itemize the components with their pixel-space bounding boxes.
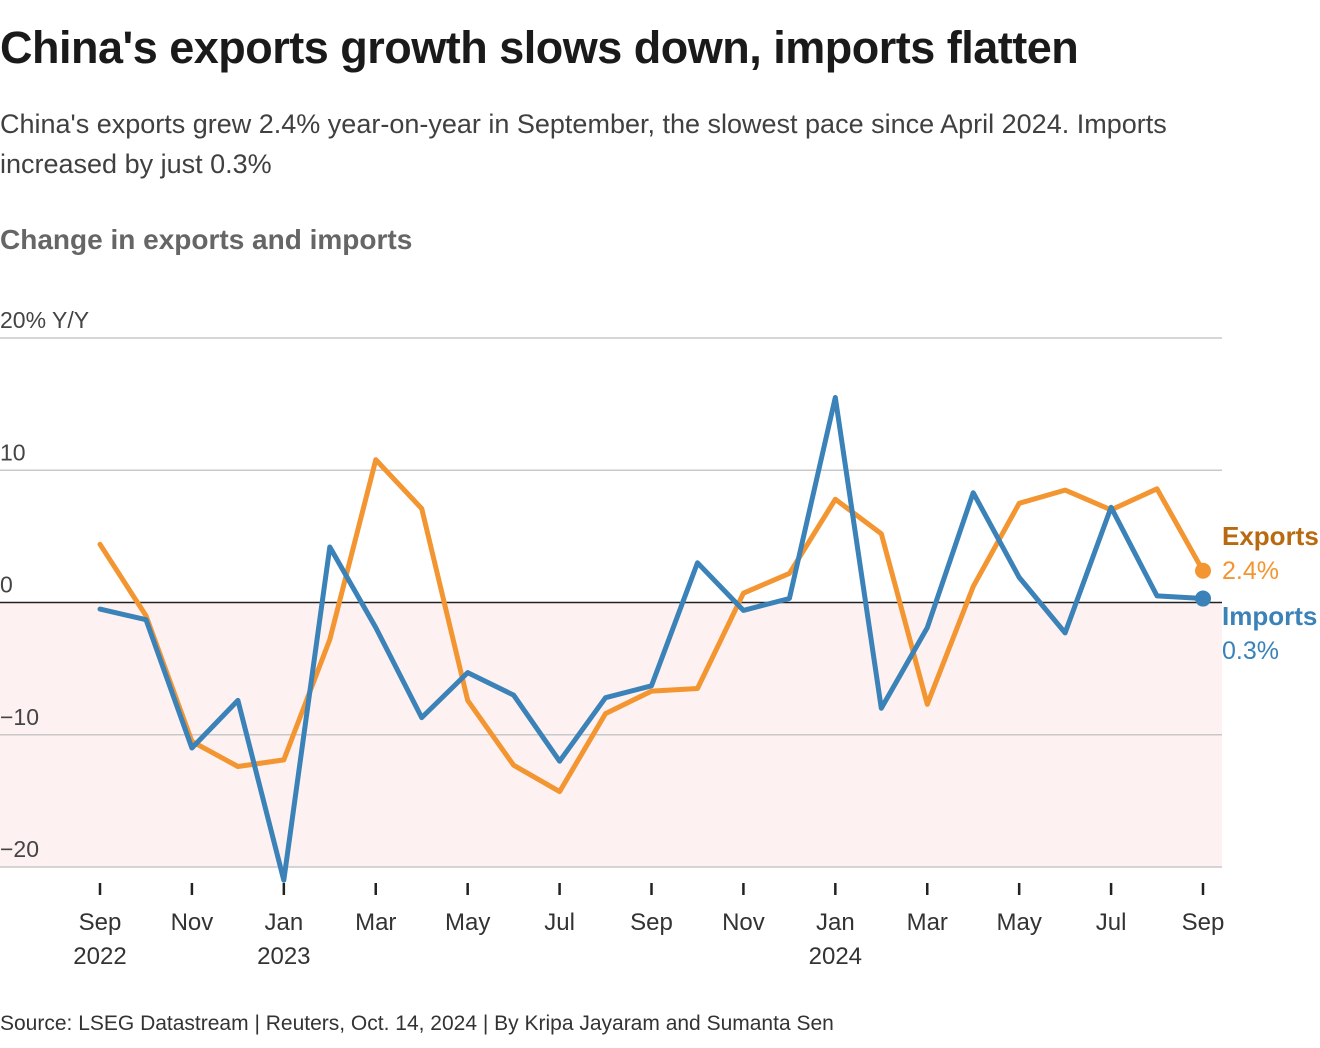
imports-point-18 <box>925 625 930 630</box>
x-tick-year-2: 2023 <box>257 943 310 970</box>
imports-point-1 <box>143 617 148 622</box>
x-tick-label-12: Sep <box>1182 909 1225 936</box>
imports-point-22 <box>1109 505 1114 510</box>
imports-point-6 <box>373 625 378 630</box>
x-tick-label-11: Jul <box>1096 909 1127 936</box>
exports-point-17 <box>879 531 884 536</box>
exports-line <box>97 457 1206 795</box>
line-chart: 20% Y/Y 10 0 −10 −20 Sep 2022 Nov Jan 2023 Mar May J… <box>0 307 1319 970</box>
x-tick-label-2: Jan <box>264 909 303 936</box>
exports-point-11 <box>603 711 608 716</box>
x-tick-label-0: Sep <box>79 909 122 936</box>
x-tick-year-0: 2022 <box>73 943 126 970</box>
imports-point-4 <box>281 878 286 883</box>
imports-point-0 <box>98 607 103 612</box>
imports-point-12 <box>649 683 654 688</box>
exports-point-16 <box>833 497 838 502</box>
exports-point-3 <box>235 764 240 769</box>
exports-point-12 <box>649 689 654 694</box>
x-tick-year-8: 2024 <box>809 943 862 970</box>
imports-point-20 <box>1017 575 1022 580</box>
imports-point-7 <box>419 715 424 720</box>
x-tick-label-4: May <box>445 909 490 936</box>
chart-subtitle: China's exports grew 2.4% year-on-year i… <box>0 109 1167 179</box>
exports-point-21 <box>1063 488 1068 493</box>
imports-point-24 <box>1195 590 1211 607</box>
imports-point-9 <box>511 693 516 698</box>
exports-point-6 <box>373 457 378 462</box>
imports-point-11 <box>603 695 608 700</box>
exports-point-19 <box>971 584 976 589</box>
imports-point-13 <box>695 560 700 565</box>
imports-line <box>97 395 1206 883</box>
x-tick-label-8: Jan <box>816 909 855 936</box>
imports-point-10 <box>557 759 562 764</box>
exports-point-20 <box>1017 501 1022 506</box>
imports-point-8 <box>465 670 470 675</box>
x-tick-label-9: Mar <box>907 909 948 936</box>
chart-heading: Change in exports and imports <box>0 224 413 255</box>
exports-point-5 <box>327 637 332 642</box>
exports-point-15 <box>787 571 792 576</box>
y-tick-label-1: 10 <box>0 439 26 465</box>
exports-point-14 <box>741 591 746 596</box>
exports-point-8 <box>465 698 470 703</box>
exports-point-18 <box>925 702 930 707</box>
exports-point-7 <box>419 506 424 511</box>
exports-end-value-label: 2.4% <box>1222 557 1279 585</box>
exports-point-24 <box>1195 562 1211 579</box>
y-tick-label-3: −10 <box>0 704 39 730</box>
x-tick-label-10: May <box>996 909 1041 936</box>
chart-title: China's exports growth slows down, impor… <box>0 22 1079 73</box>
exports-point-9 <box>511 763 516 768</box>
imports-point-14 <box>741 608 746 613</box>
source-note: Source: LSEG Datastream | Reuters, Oct. … <box>0 1012 834 1035</box>
x-tick-label-3: Mar <box>355 909 396 936</box>
imports-point-3 <box>235 698 240 703</box>
exports-point-0 <box>98 542 103 547</box>
y-tick-label-2: 0 <box>0 572 13 598</box>
exports-point-23 <box>1155 486 1160 491</box>
imports-point-23 <box>1155 593 1160 598</box>
imports-point-17 <box>879 706 884 711</box>
x-tick-label-1: Nov <box>171 909 214 936</box>
x-tick-label-6: Sep <box>630 909 673 936</box>
y-tick-label-0: 20% Y/Y <box>0 307 89 333</box>
exports-point-10 <box>557 789 562 794</box>
exports-point-13 <box>695 686 700 691</box>
imports-point-21 <box>1063 630 1068 635</box>
imports-point-5 <box>327 544 332 549</box>
exports-point-4 <box>281 757 286 762</box>
imports-point-15 <box>787 596 792 601</box>
imports-point-2 <box>189 745 194 750</box>
x-tick-label-5: Jul <box>544 909 575 936</box>
y-tick-label-4: −20 <box>0 836 39 862</box>
imports-point-16 <box>833 395 838 400</box>
imports-series-label: Imports <box>1222 601 1317 631</box>
exports-series-label: Exports <box>1222 521 1319 551</box>
imports-point-19 <box>971 490 976 495</box>
imports-end-value-label: 0.3% <box>1222 637 1279 665</box>
x-tick-label-7: Nov <box>722 909 765 936</box>
